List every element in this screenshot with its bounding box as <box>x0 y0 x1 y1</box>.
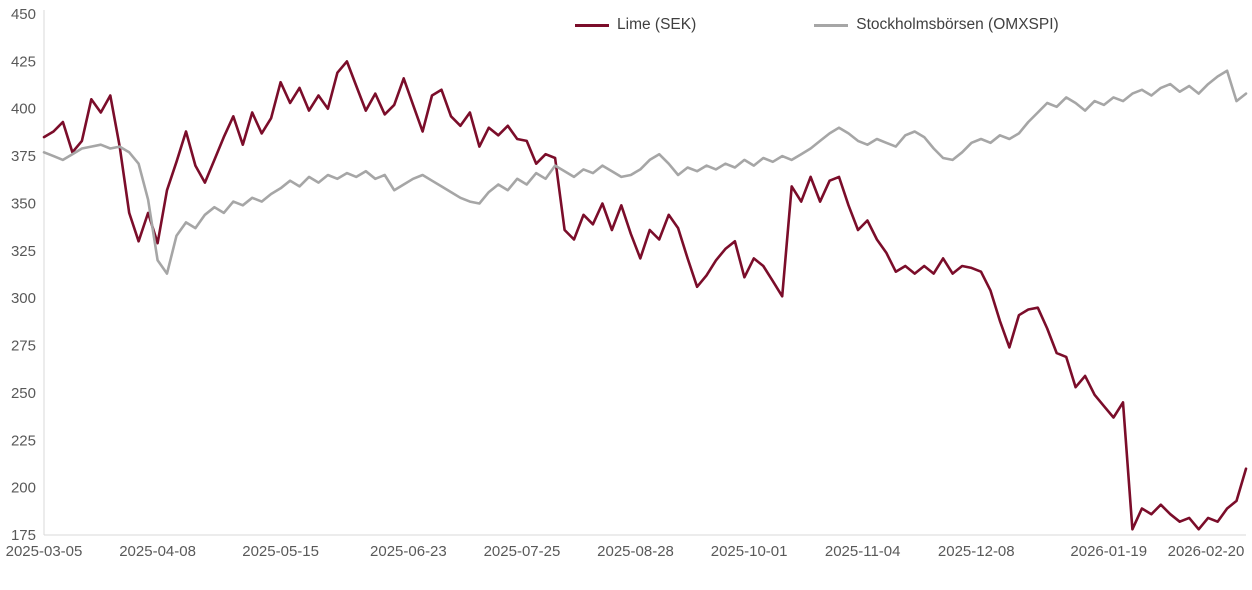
x-tick-label: 2025-12-08 <box>938 543 1015 560</box>
x-tick-label: 2025-03-05 <box>6 543 83 560</box>
x-tick-label: 2025-11-04 <box>825 543 901 560</box>
legend-label-omxspi: Stockholmsbörsen (OMXSPI) <box>856 16 1059 33</box>
chart-legend: Lime (SEK) Stockholmsbörsen (OMXSPI) <box>575 16 1059 34</box>
y-tick-label: 225 <box>11 432 36 449</box>
legend-item-lime: Lime (SEK) <box>575 16 696 34</box>
lime-series-line <box>42 60 1248 531</box>
x-tick-label: 2025-06-23 <box>370 543 447 560</box>
omxspi-series-line <box>42 69 1248 275</box>
omxspi-line-swatch <box>814 23 849 27</box>
y-tick-label: 300 <box>11 290 36 307</box>
x-tick-label: 2025-07-25 <box>484 543 561 560</box>
y-tick-label: 375 <box>11 148 36 165</box>
y-tick-label: 250 <box>11 385 36 402</box>
x-tick-label: 2025-04-08 <box>119 543 196 560</box>
x-tick-label: 2025-08-28 <box>597 543 674 560</box>
y-tick-label: 450 <box>11 6 36 23</box>
x-tick-label: 2026-02-20 <box>1168 543 1245 560</box>
legend-item-omxspi: Stockholmsbörsen (OMXSPI) <box>814 16 1059 34</box>
y-tick-label: 175 <box>11 527 36 544</box>
y-tick-label: 425 <box>11 53 36 70</box>
x-tick-label: 2026-01-19 <box>1070 543 1147 560</box>
y-tick-label: 325 <box>11 243 36 260</box>
legend-label-lime: Lime (SEK) <box>617 16 697 33</box>
x-tick-label: 2025-05-15 <box>242 543 319 560</box>
y-tick-label: 200 <box>11 480 36 497</box>
y-tick-label: 275 <box>11 338 36 355</box>
x-tick-label: 2025-10-01 <box>711 543 788 560</box>
lime-line-swatch <box>575 23 609 27</box>
y-tick-label: 400 <box>11 101 36 118</box>
y-tick-label: 350 <box>11 195 36 212</box>
